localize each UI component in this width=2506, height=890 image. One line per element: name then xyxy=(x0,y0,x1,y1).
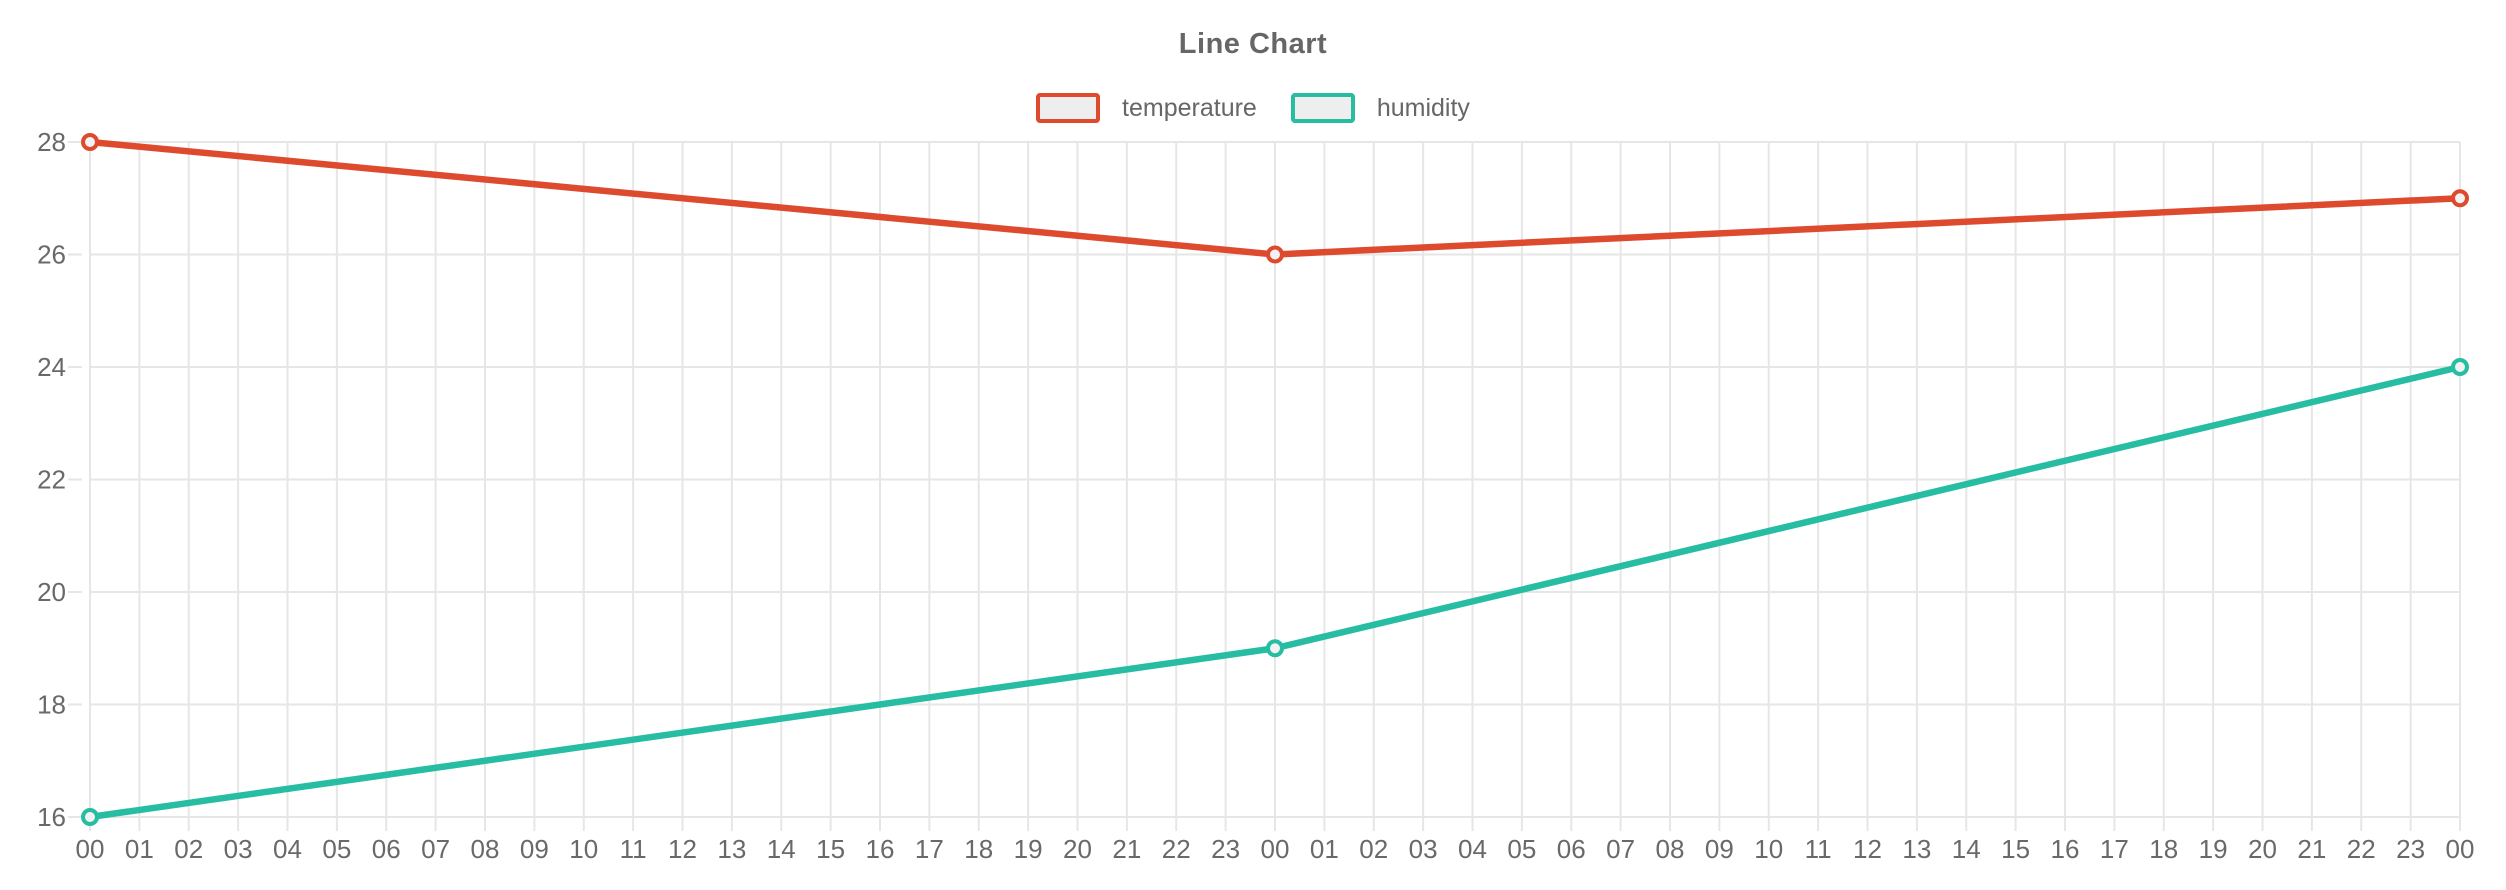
x-tick-label: 03 xyxy=(1409,834,1438,864)
legend-label-temperature: temperature xyxy=(1122,93,1257,122)
y-tick-label: 24 xyxy=(37,352,66,382)
x-tick-label: 12 xyxy=(668,834,697,864)
x-tick-label: 13 xyxy=(1902,834,1931,864)
x-tick-label: 15 xyxy=(816,834,845,864)
data-point-humidity[interactable] xyxy=(1266,639,1284,658)
x-tick-label: 19 xyxy=(1014,834,1043,864)
chart-title: Line Chart xyxy=(1178,28,1328,60)
x-tick-label: 19 xyxy=(2199,834,2228,864)
data-point-humidity[interactable] xyxy=(81,808,99,826)
x-tick-label: 18 xyxy=(2149,834,2178,864)
legend-label-humidity: humidity xyxy=(1376,93,1470,122)
x-tick-label: 12 xyxy=(1853,834,1882,864)
x-tick-label: 21 xyxy=(2297,834,2326,864)
x-tick-label: 20 xyxy=(1063,834,1092,864)
x-tick-label: 17 xyxy=(2100,834,2129,864)
x-tick-label: 16 xyxy=(2051,834,2080,864)
x-tick-label: 00 xyxy=(76,834,105,864)
y-tick-label: 28 xyxy=(37,127,66,157)
legend-swatch-humidity-icon xyxy=(1290,93,1355,123)
x-tick-label: 10 xyxy=(1754,834,1783,864)
y-tick-label: 22 xyxy=(37,465,66,495)
x-tick-label: 00 xyxy=(2446,834,2475,864)
x-tick-label: 09 xyxy=(520,834,549,864)
x-tick-label: 17 xyxy=(915,834,944,864)
x-tick-label: 06 xyxy=(372,834,401,864)
x-tick-label: 20 xyxy=(2248,834,2277,864)
x-tick-label: 09 xyxy=(1705,834,1734,864)
y-tick-label: 18 xyxy=(37,690,66,720)
legend-item-humidity[interactable]: humidity xyxy=(1290,93,1470,123)
y-tick-label: 20 xyxy=(37,577,66,607)
x-tick-label: 23 xyxy=(2396,834,2425,864)
x-tick-label: 08 xyxy=(1656,834,1685,864)
x-tick-label: 22 xyxy=(2347,834,2376,864)
data-point-temperature[interactable] xyxy=(2451,189,2469,208)
x-tick-label: 03 xyxy=(224,834,253,864)
data-point-temperature[interactable] xyxy=(81,133,99,151)
x-tick-label: 13 xyxy=(717,834,746,864)
x-tick-label: 06 xyxy=(1557,834,1586,864)
x-tick-label: 01 xyxy=(1310,834,1339,864)
x-tick-label: 01 xyxy=(125,834,154,864)
x-tick-label: 04 xyxy=(1458,834,1487,864)
legend-item-temperature[interactable]: temperature xyxy=(1036,93,1257,123)
y-tick-label: 16 xyxy=(37,802,66,832)
x-tick-label: 15 xyxy=(2001,834,2030,864)
x-tick-label: 02 xyxy=(174,834,203,864)
x-tick-label: 02 xyxy=(1359,834,1388,864)
data-point-humidity[interactable] xyxy=(2451,358,2469,376)
x-tick-label: 07 xyxy=(1606,834,1635,864)
x-tick-label: 21 xyxy=(1112,834,1141,864)
x-tick-label: 05 xyxy=(1507,834,1536,864)
x-tick-label: 14 xyxy=(1952,834,1981,864)
x-tick-label: 10 xyxy=(569,834,598,864)
x-tick-label: 11 xyxy=(1805,834,1832,864)
x-tick-label: 04 xyxy=(273,834,302,864)
x-tick-label: 00 xyxy=(1261,834,1290,864)
legend-swatch-temperature-icon xyxy=(1036,93,1101,123)
x-tick-label: 08 xyxy=(471,834,500,864)
x-tick-label: 22 xyxy=(1162,834,1191,864)
x-tick-label: 23 xyxy=(1211,834,1240,864)
y-tick-label: 26 xyxy=(37,240,66,270)
x-tick-label: 16 xyxy=(866,834,895,864)
x-tick-label: 14 xyxy=(767,834,796,864)
x-tick-label: 07 xyxy=(421,834,450,864)
x-tick-label: 18 xyxy=(964,834,993,864)
x-tick-label: 11 xyxy=(620,834,647,864)
x-tick-label: 05 xyxy=(322,834,351,864)
chart-legend: temperature humidity xyxy=(0,93,2506,123)
data-point-temperature[interactable] xyxy=(1266,245,1284,264)
